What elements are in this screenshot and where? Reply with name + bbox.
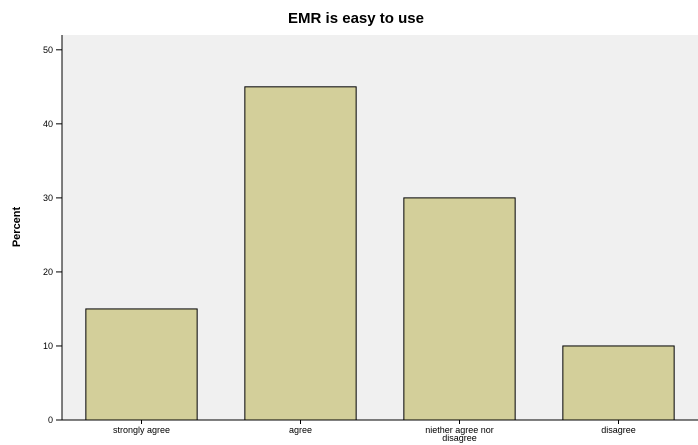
y-tick-label: 50: [43, 45, 53, 55]
x-axis-labels: strongly agree agree niether agree nor disa…: [113, 420, 636, 443]
y-tick-label: 10: [43, 341, 53, 351]
y-tick-label: 30: [43, 193, 53, 203]
x-tick-label: disagree: [601, 425, 636, 435]
y-tick-label: 20: [43, 267, 53, 277]
bar-2: [403, 197, 516, 421]
x-tick-label: niether agree nor disagree: [425, 425, 494, 443]
chart-title: EMR is easy to use: [288, 10, 424, 27]
y-tick-label: 0: [48, 415, 53, 425]
y-axis-label: Percent: [11, 206, 23, 247]
bar-3: [562, 345, 675, 421]
bar-1: [244, 86, 357, 421]
x-tick-label: strongly agree: [113, 425, 170, 435]
bars: [85, 86, 675, 421]
y-tick-label: 40: [43, 119, 53, 129]
bar-0: [85, 308, 198, 421]
y-axis-ticks: 0 10 20 30 40 50: [43, 45, 62, 425]
x-tick-label: agree: [289, 425, 312, 435]
